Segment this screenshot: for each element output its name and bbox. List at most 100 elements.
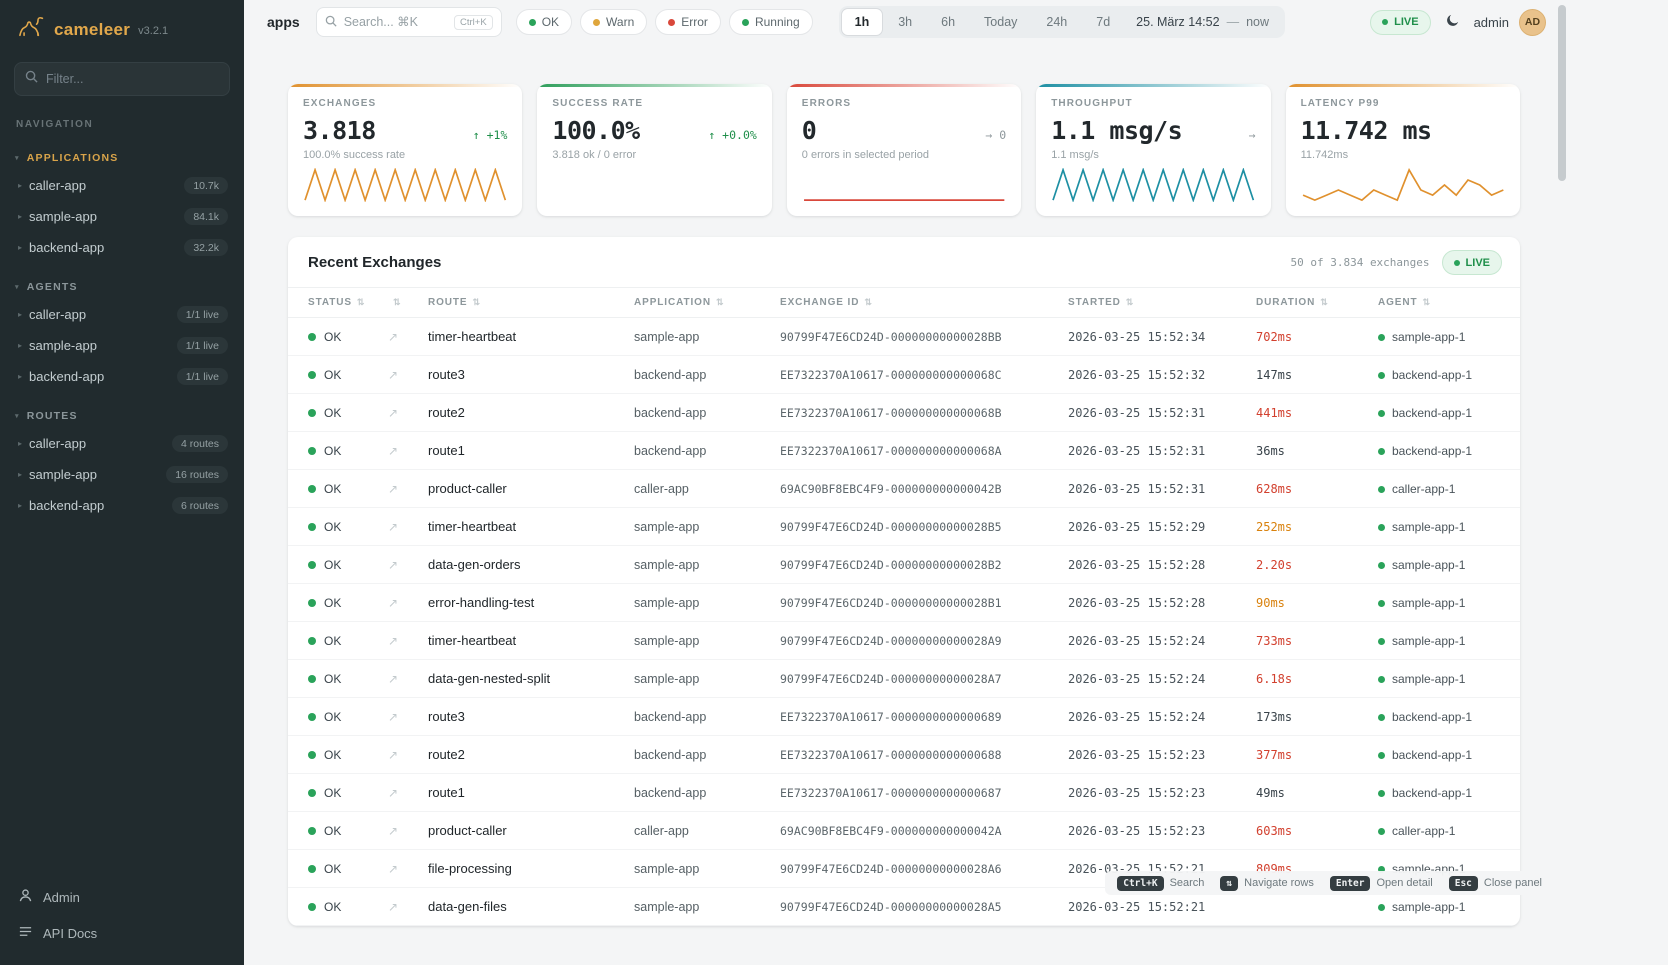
sort-icon[interactable]: ⇅	[393, 297, 402, 307]
exchange-id: EE7322370A10617-0000000000000687	[768, 773, 1056, 812]
metric-card[interactable]: SUCCESS RATE 100.0% ↑ +0.0% 3.818 ok / 0…	[537, 84, 772, 216]
chevron-right-icon: ▸	[18, 181, 23, 190]
column-header[interactable]: ⇅	[376, 287, 416, 318]
metric-card[interactable]: ERRORS 0 → 0 0 errors in selected period	[786, 84, 1022, 216]
exchange-id: 90799F47E6CD24D-00000000000028B1	[768, 583, 1056, 622]
table-live-badge[interactable]: LIVE	[1441, 250, 1502, 275]
open-detail-icon[interactable]: ↗	[388, 329, 399, 344]
time-range-button[interactable]: Today	[970, 8, 1031, 36]
sidebar-item[interactable]: ▸ sample-app 1/1 live	[0, 330, 244, 361]
sidebar-item[interactable]: ▸ backend-app 32.2k	[0, 232, 244, 263]
open-detail-icon[interactable]: ↗	[388, 823, 399, 838]
section-label: ROUTES	[26, 410, 78, 422]
status-ok-dot	[308, 446, 316, 455]
open-detail-icon[interactable]: ↗	[388, 443, 399, 458]
open-detail-icon[interactable]: ↗	[388, 405, 399, 420]
open-detail-icon[interactable]: ↗	[388, 747, 399, 762]
open-detail-icon[interactable]: ↗	[388, 557, 399, 572]
table-row[interactable]: OK ↗ route1 backend-app EE7322370A10617-…	[288, 773, 1520, 812]
section-header[interactable]: ▾ APPLICATIONS	[0, 146, 244, 170]
sidebar-filter-input[interactable]	[46, 72, 219, 86]
open-detail-icon[interactable]: ↗	[388, 481, 399, 496]
column-header[interactable]: AGENT ⇅	[1366, 287, 1520, 318]
theme-toggle-button[interactable]	[1441, 9, 1464, 35]
time-range-button[interactable]: 6h	[927, 8, 969, 36]
metric-card[interactable]: EXCHANGES 3.818 ↑ +1% 100.0% success rat…	[288, 84, 523, 216]
time-range-button[interactable]: 1h	[840, 8, 884, 36]
sort-icon[interactable]: ⇅	[472, 297, 481, 307]
route-name: timer-heartbeat	[416, 317, 622, 356]
column-header[interactable]: APPLICATION ⇅	[622, 287, 768, 318]
sort-icon[interactable]: ⇅	[715, 297, 725, 307]
time-range-button[interactable]: 24h	[1032, 8, 1081, 36]
table-row[interactable]: OK ↗ product-caller caller-app 69AC90BF8…	[288, 469, 1520, 508]
sidebar-item-admin[interactable]: Admin	[0, 879, 244, 915]
column-header[interactable]: DURATION ⇅	[1244, 287, 1366, 318]
scrollbar[interactable]	[1558, 2, 1566, 963]
agent-name: sample-app-1	[1392, 899, 1466, 914]
filter-chip[interactable]: Error	[655, 9, 721, 35]
filter-chip[interactable]: Running	[728, 9, 813, 35]
global-search[interactable]: Ctrl+K	[315, 7, 502, 37]
table-row[interactable]: OK ↗ timer-heartbeat sample-app 90799F47…	[288, 507, 1520, 546]
table-row[interactable]: OK ↗ error-handling-test sample-app 9079…	[288, 583, 1520, 622]
open-detail-icon[interactable]: ↗	[388, 633, 399, 648]
section-label: APPLICATIONS	[26, 152, 119, 164]
table-row[interactable]: OK ↗ data-gen-nested-split sample-app 90…	[288, 659, 1520, 698]
open-detail-icon[interactable]: ↗	[388, 899, 399, 914]
table-row[interactable]: OK ↗ timer-heartbeat sample-app 90799F47…	[288, 621, 1520, 660]
sidebar-item[interactable]: ▸ caller-app 10.7k	[0, 170, 244, 201]
keyboard-hint: Ctrl+K Search	[1117, 875, 1204, 891]
open-detail-icon[interactable]: ↗	[388, 519, 399, 534]
sidebar-item[interactable]: ▸ sample-app 84.1k	[0, 201, 244, 232]
metric-card[interactable]: LATENCY P99 11.742 ms 11.742ms	[1285, 84, 1520, 216]
scrollbar-thumb[interactable]	[1558, 5, 1566, 181]
table-row[interactable]: OK ↗ route2 backend-app EE7322370A10617-…	[288, 393, 1520, 432]
chevron-right-icon: ▸	[18, 439, 23, 448]
avatar[interactable]: AD	[1519, 8, 1546, 36]
sidebar-item[interactable]: ▸ caller-app 1/1 live	[0, 299, 244, 330]
open-detail-icon[interactable]: ↗	[388, 367, 399, 382]
column-header[interactable]: EXCHANGE ID ⇅	[768, 287, 1056, 318]
table-row[interactable]: OK ↗ product-caller caller-app 69AC90BF8…	[288, 811, 1520, 850]
sort-icon[interactable]: ⇅	[1320, 297, 1329, 307]
sidebar-item-api-docs[interactable]: API Docs	[0, 915, 244, 951]
table-row[interactable]: OK ↗ route3 backend-app EE7322370A10617-…	[288, 355, 1520, 394]
open-detail-icon[interactable]: ↗	[388, 595, 399, 610]
filter-chip[interactable]: OK	[515, 9, 573, 35]
live-badge[interactable]: LIVE	[1370, 9, 1431, 35]
table-row[interactable]: OK ↗ timer-heartbeat sample-app 90799F47…	[288, 317, 1520, 356]
table-row[interactable]: OK ↗ route1 backend-app EE7322370A10617-…	[288, 431, 1520, 470]
time-range-button[interactable]: 7d	[1082, 8, 1124, 36]
sidebar-item[interactable]: ▸ backend-app 6 routes	[0, 490, 244, 521]
column-header[interactable]: ROUTE ⇅	[416, 287, 622, 318]
sort-icon[interactable]: ⇅	[1125, 297, 1135, 307]
section-header[interactable]: ▾ AGENTS	[0, 275, 244, 299]
global-search-input[interactable]	[343, 15, 448, 29]
sort-icon[interactable]: ⇅	[864, 297, 873, 307]
section-header[interactable]: ▾ ROUTES	[0, 404, 244, 428]
table-row[interactable]: OK ↗ data-gen-orders sample-app 90799F47…	[288, 545, 1520, 584]
logo[interactable]: cameleer v3.2.1	[0, 0, 244, 52]
open-detail-icon[interactable]: ↗	[388, 785, 399, 800]
filter-chip[interactable]: Warn	[580, 9, 648, 35]
sort-icon[interactable]: ⇅	[356, 297, 366, 307]
sidebar-item[interactable]: ▸ sample-app 16 routes	[0, 459, 244, 490]
sidebar-item[interactable]: ▸ caller-app 4 routes	[0, 428, 244, 459]
sidebar-item[interactable]: ▸ backend-app 1/1 live	[0, 361, 244, 392]
open-detail-icon[interactable]: ↗	[388, 709, 399, 724]
open-detail-icon[interactable]: ↗	[388, 671, 399, 686]
table-row[interactable]: OK ↗ data-gen-files sample-app 90799F47E…	[288, 887, 1520, 926]
status-ok-dot	[308, 902, 316, 911]
column-header[interactable]: STATUS ⇅	[288, 287, 376, 318]
sidebar-filter[interactable]	[14, 62, 230, 96]
table-body: OK ↗ timer-heartbeat sample-app 90799F47…	[288, 317, 1520, 926]
sort-icon[interactable]: ⇅	[1422, 297, 1431, 307]
open-detail-icon[interactable]: ↗	[388, 861, 399, 876]
table-row[interactable]: OK ↗ route2 backend-app EE7322370A10617-…	[288, 735, 1520, 774]
route-name: file-processing	[416, 849, 622, 888]
time-range-button[interactable]: 3h	[884, 8, 926, 36]
table-row[interactable]: OK ↗ route3 backend-app EE7322370A10617-…	[288, 697, 1520, 736]
metric-card[interactable]: THROUGHPUT 1.1 msg/s → 1.1 msg/s	[1036, 84, 1271, 216]
column-header[interactable]: STARTED ⇅	[1056, 287, 1244, 318]
